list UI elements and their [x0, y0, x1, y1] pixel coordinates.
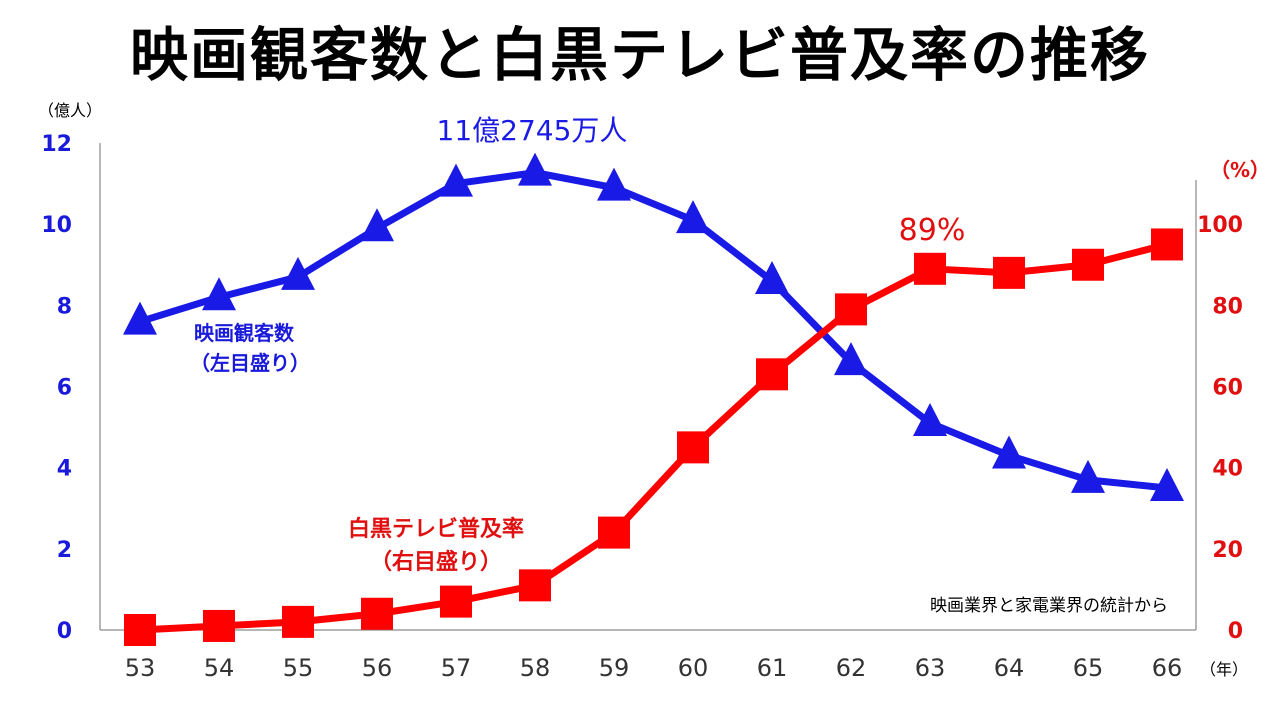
movie-audience-point	[755, 260, 789, 294]
x-axis-unit: （年）	[1200, 660, 1248, 679]
movie-audience-point	[360, 208, 394, 242]
tv-penetration-label: 白黒テレビ普及率	[348, 516, 524, 542]
right-tick-label: 0	[1228, 619, 1243, 644]
tv-penetration-point	[282, 605, 314, 638]
left-tick-label: 10	[41, 213, 72, 238]
tv-penetration-point	[124, 614, 156, 646]
movie-audience-point	[676, 200, 710, 234]
source-note: 映画業界と家電業界の統計から	[930, 596, 1168, 616]
movie-audience-label: 映画観客数	[194, 321, 295, 345]
left-tick-label: 4	[57, 457, 72, 482]
x-tick-label: 60	[678, 654, 709, 682]
movie-audience-point	[834, 342, 868, 376]
movie-audience-point	[202, 277, 236, 311]
x-tick-label: 57	[441, 654, 472, 682]
tv-penetration-point	[598, 516, 630, 549]
right-axis-unit: （%）	[1210, 158, 1270, 182]
left-tick-label: 12	[41, 132, 72, 157]
chart-axes	[99, 143, 1197, 631]
movie-audience-point	[439, 163, 473, 197]
movie-audience-point	[597, 167, 631, 201]
tv-penetration-point	[914, 252, 946, 285]
peak-annotation: 11億2745万人	[437, 114, 628, 147]
movie-audience-point	[913, 403, 947, 437]
tv-penetration-point	[519, 569, 551, 602]
movie-audience-sublabel: （左目盛り）	[190, 351, 310, 375]
x-tick-label: 53	[125, 654, 156, 682]
tv-penetration-point	[1151, 228, 1183, 261]
tv-penetration-point	[361, 597, 393, 630]
x-tick-label: 63	[915, 654, 946, 682]
right-tick-label: 100	[1197, 213, 1243, 238]
chart-title: 映画観客数と白黒テレビ普及率の推移	[129, 21, 1150, 89]
right-tick-label: 20	[1212, 538, 1243, 563]
right-tick-label: 60	[1212, 376, 1243, 401]
tv-peak-annotation: 89%	[899, 213, 966, 248]
movie-audience-point	[1071, 459, 1105, 493]
x-tick-label: 62	[836, 654, 867, 682]
movie-audience-point	[281, 256, 315, 290]
x-tick-label: 61	[757, 654, 788, 682]
chart-labels: 0 2 4 6 8 10 12 0 20 40 60 80 100 53 54 55 56 57 58 59 60 61 6…	[38, 101, 1270, 682]
left-tick-label: 0	[57, 619, 72, 644]
x-tick-label: 58	[520, 654, 551, 682]
x-tick-label: 64	[994, 654, 1025, 682]
tv-penetration-point	[677, 431, 709, 464]
tv-penetration-point	[1072, 248, 1104, 281]
x-tick-label: 66	[1152, 654, 1183, 682]
left-tick-label: 6	[57, 376, 72, 401]
x-tick-label: 55	[283, 654, 314, 682]
tv-penetration-point	[993, 256, 1025, 289]
right-tick-label: 40	[1212, 457, 1243, 482]
tv-penetration-point	[835, 293, 867, 326]
x-tick-label: 54	[204, 654, 235, 682]
tv-penetration-sublabel: （右目盛り）	[370, 549, 502, 575]
movie-audience-point	[518, 152, 552, 186]
chart-markers	[123, 152, 1184, 646]
chart-series	[138, 169, 1168, 634]
tv-penetration-line	[139, 241, 1168, 634]
movie-audience-point	[992, 435, 1026, 469]
x-tick-label: 65	[1073, 654, 1104, 682]
movie-audience-point	[1150, 467, 1184, 501]
left-axis-unit: （億人）	[38, 101, 102, 120]
movie-audience-line	[138, 169, 1168, 492]
x-tick-label: 56	[362, 654, 393, 682]
tv-penetration-point	[756, 358, 788, 391]
left-tick-label: 2	[57, 538, 72, 563]
x-tick-label: 59	[599, 654, 630, 682]
movie-audience-point	[123, 301, 157, 335]
right-tick-label: 80	[1212, 294, 1243, 319]
left-tick-label: 8	[57, 294, 72, 319]
tv-penetration-point	[203, 609, 235, 642]
tv-penetration-point	[440, 585, 472, 618]
